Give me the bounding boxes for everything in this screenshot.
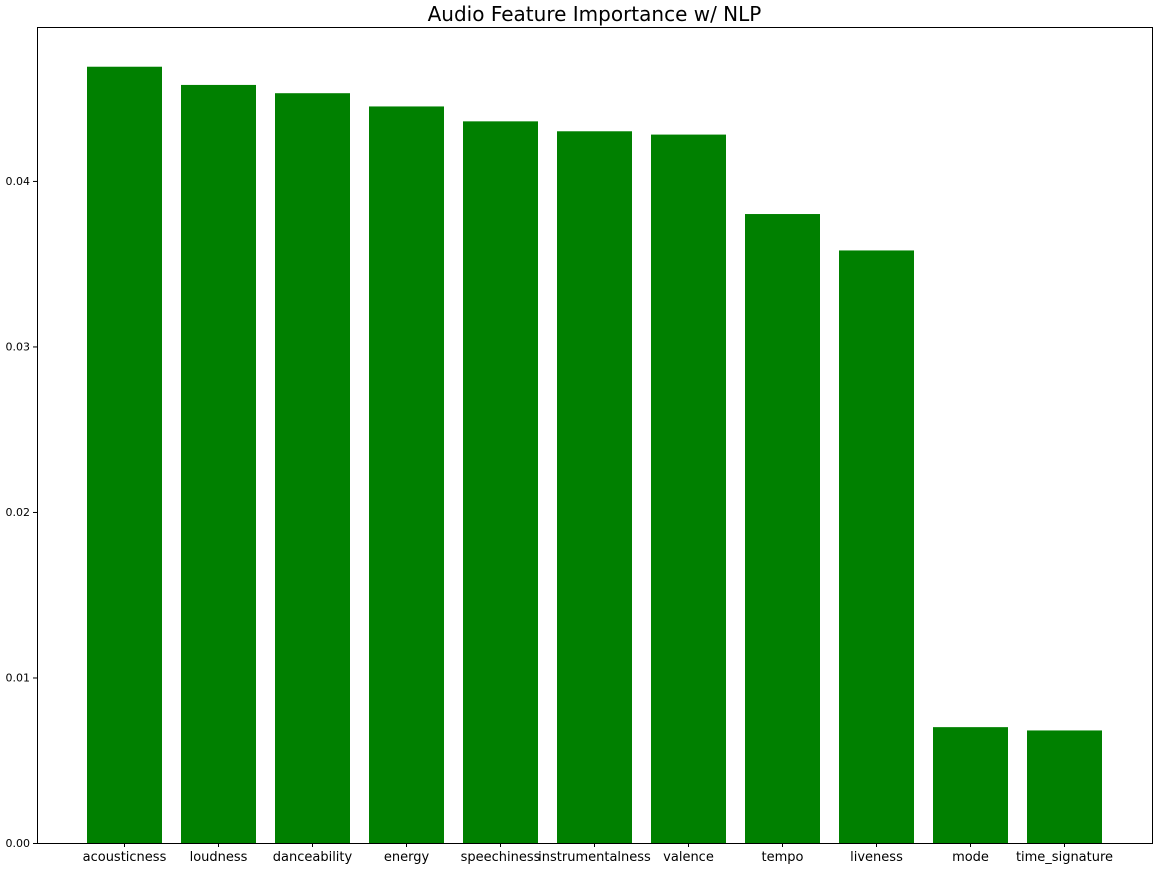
bar-tempo xyxy=(745,214,820,843)
bar-mode xyxy=(933,727,1008,843)
y-tick-label: 0.04 xyxy=(6,175,31,188)
x-tick-label: energy xyxy=(384,850,430,865)
bar-loudness xyxy=(181,84,256,844)
y-tick-label: 0.02 xyxy=(6,506,31,519)
x-tick-label: speechiness xyxy=(461,850,541,865)
x-tick-label: loudness xyxy=(190,850,248,865)
x-tick-label: acousticness xyxy=(83,850,167,865)
x-tick-label: tempo xyxy=(762,850,804,865)
bar-speechiness xyxy=(463,121,538,843)
x-axis: acousticness loudness danceability energy sp… xyxy=(83,843,1113,865)
x-tick-label: mode xyxy=(952,850,989,865)
chart-title: Audio Feature Importance w/ NLP xyxy=(428,2,762,26)
bar-energy xyxy=(369,106,444,844)
x-tick-label: valence xyxy=(663,850,714,865)
bar-valence xyxy=(651,134,726,844)
bar-danceability xyxy=(275,93,350,843)
bar-instrumentalness xyxy=(557,131,632,843)
x-tick-label: liveness xyxy=(850,850,903,865)
axes-frame xyxy=(37,27,1153,844)
y-tick-label: 0.00 xyxy=(6,837,31,850)
y-tick-label: 0.01 xyxy=(6,671,31,684)
x-tick-label: time_signature xyxy=(1016,850,1113,865)
y-axis: 0.00 0.01 0.02 0.03 0.04 xyxy=(6,175,37,850)
bar-acousticness xyxy=(87,66,162,844)
bars-group xyxy=(87,66,1102,844)
bar-liveness xyxy=(839,250,914,844)
bar-time_signature xyxy=(1027,730,1102,843)
x-tick-label: danceability xyxy=(273,850,353,865)
y-tick-label: 0.03 xyxy=(6,340,31,353)
x-tick-label: instrumentalness xyxy=(538,850,651,865)
